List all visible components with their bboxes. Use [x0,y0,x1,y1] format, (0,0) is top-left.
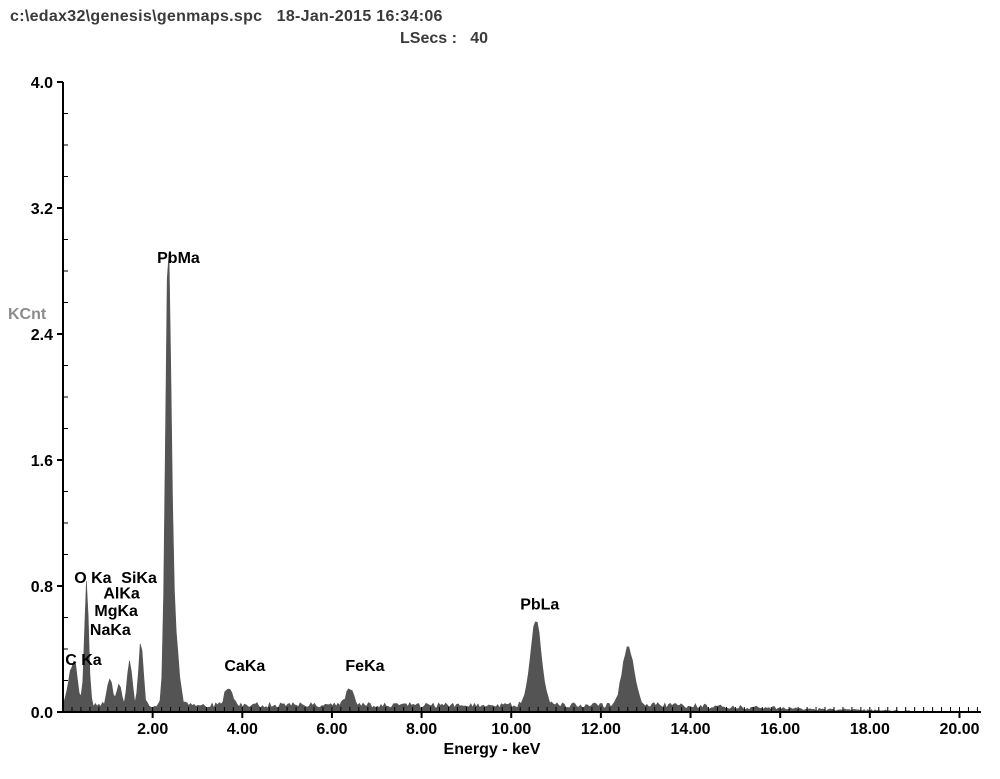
peak-label: SiKa [121,570,157,587]
y-tick-label: 2.4 [31,327,53,344]
peak-label: PbLa [520,597,559,614]
lsecs-value: 40 [470,30,488,47]
peak-label: O Ka [74,570,111,587]
x-tick-label: 16.00 [760,721,800,738]
x-tick-label: 4.00 [227,721,258,738]
x-tick-label: 6.00 [316,721,347,738]
y-tick-label: 4.0 [31,75,53,92]
x-tick-label: 8.00 [406,721,437,738]
peak-label: MgKa [94,603,138,620]
file-header: c:\edax32\genesis\genmaps.spc 18-Jan-201… [10,8,443,26]
x-axis-label: Energy - keV [444,741,541,758]
lsecs-line: LSecs : 40 [400,30,488,48]
peak-label: NaKa [90,622,131,639]
y-axis-label: KCnt [8,306,46,324]
file-timestamp: 18-Jan-2015 16:34:06 [277,8,443,25]
spectrum-chart: 0.0 0.8 1.6 2.4 3.2 4.0 2.00 4.00 6.00 8.00 10.00 1… [0,0,1000,779]
peak-label: AlKa [103,586,140,603]
x-tick-label: 14.00 [671,721,711,738]
y-tick-label: 1.6 [31,453,53,470]
x-tick-label: 2.00 [137,721,168,738]
lsecs-label: LSecs : [400,30,457,47]
eds-spectrum-figure: c:\edax32\genesis\genmaps.spc 18-Jan-201… [0,0,1000,779]
peak-label: C Ka [65,652,102,669]
y-tick-label: 0.8 [31,579,53,596]
peak-label: CaKa [224,658,265,675]
y-tick-label: 0.0 [31,705,53,722]
peak-label: PbMa [157,250,200,267]
x-tick-label: 18.00 [850,721,890,738]
x-tick-label: 20.00 [939,721,979,738]
file-path: c:\edax32\genesis\genmaps.spc [10,8,262,25]
x-tick-label: 12.00 [581,721,621,738]
peak-label: FeKa [345,658,384,675]
y-tick-label: 3.2 [31,201,53,218]
x-tick-label: 10.00 [491,721,531,738]
